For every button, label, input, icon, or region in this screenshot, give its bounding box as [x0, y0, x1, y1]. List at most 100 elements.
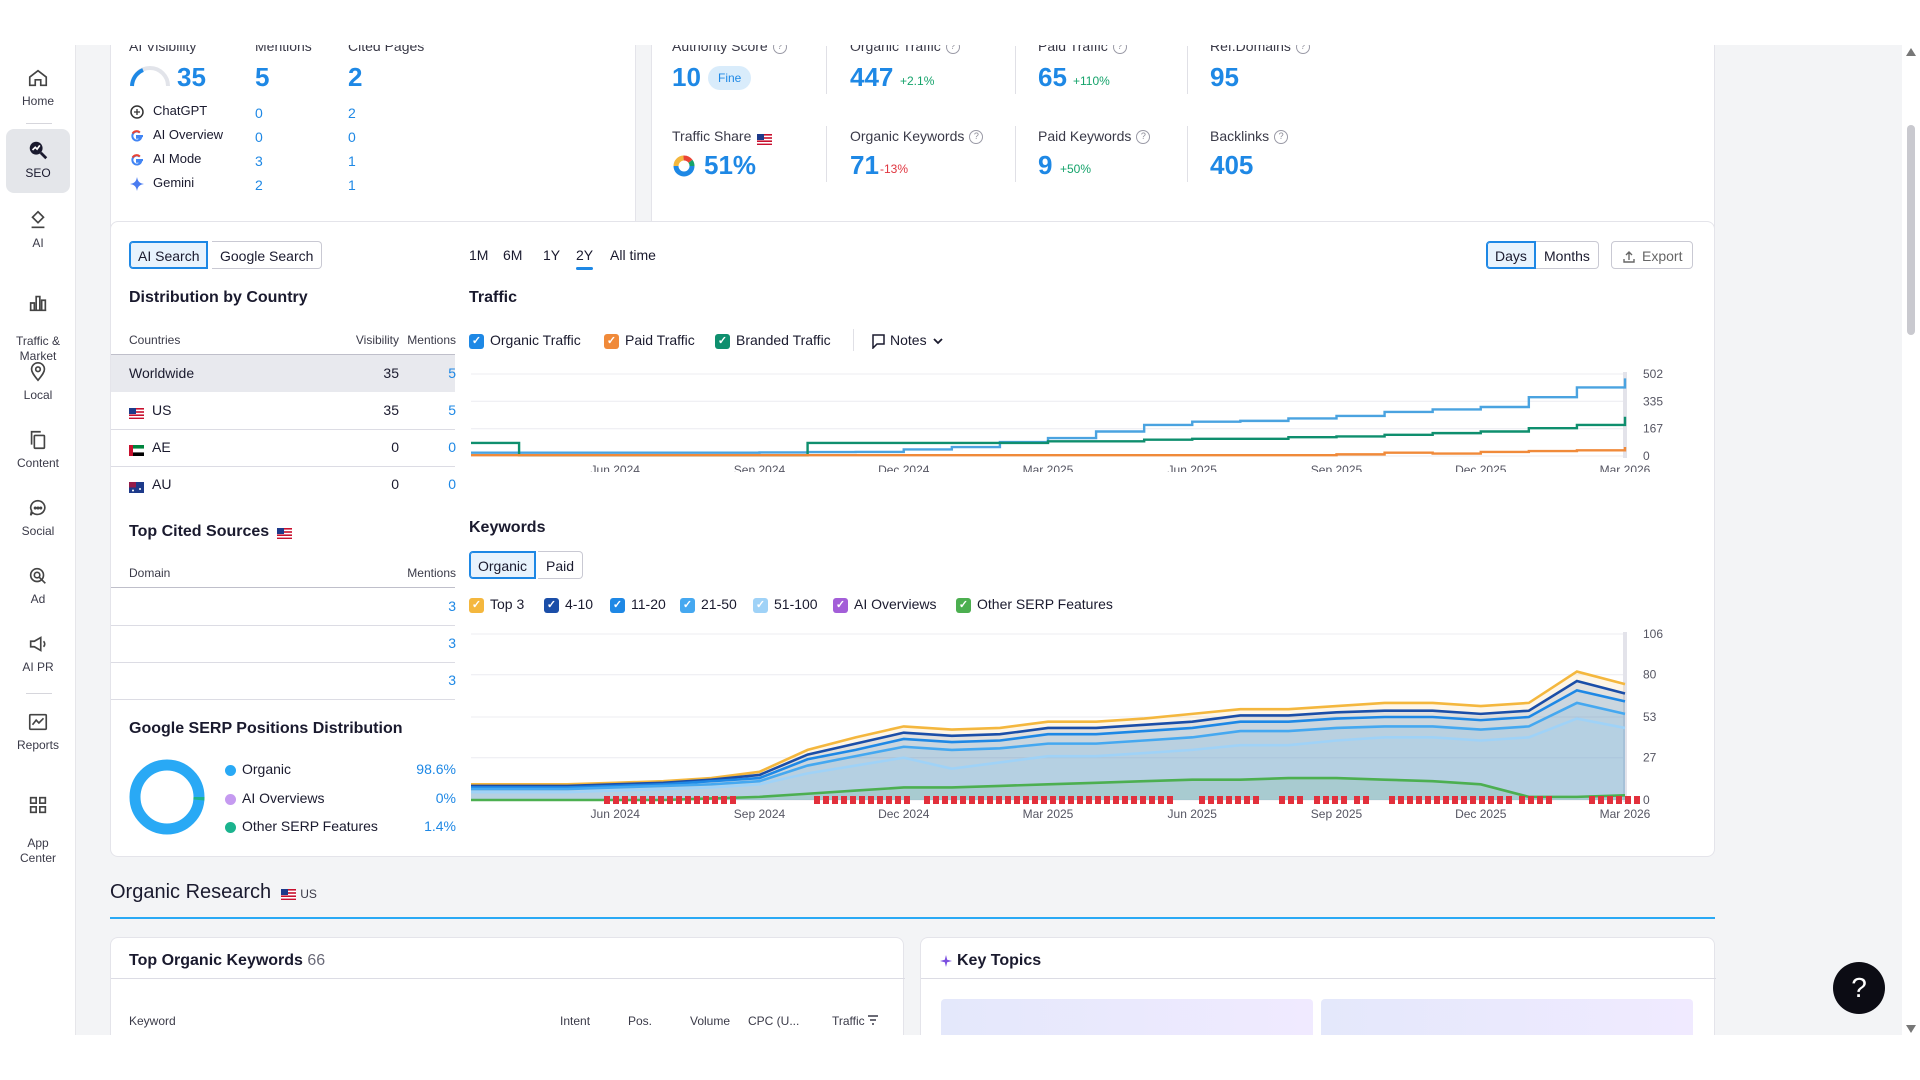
- legend-paid-traffic[interactable]: ✓ Paid Traffic: [604, 332, 695, 349]
- cited-source-mentions[interactable]: 3: [448, 635, 456, 651]
- checkbox-checked-icon: ✓: [753, 597, 768, 613]
- serp-feature-marker: [1068, 796, 1074, 804]
- legend-branded-traffic[interactable]: ✓ Branded Traffic: [715, 332, 831, 349]
- chatgpt-cited[interactable]: 2: [348, 105, 356, 121]
- ai-overview-cited[interactable]: 0: [348, 129, 356, 145]
- granularity-months[interactable]: Months: [1536, 241, 1599, 269]
- serp-feature-marker: [1104, 796, 1110, 804]
- legend-11-20[interactable]: ✓ 11-20: [610, 596, 666, 613]
- col-cpc[interactable]: CPC (U...: [748, 1014, 800, 1028]
- cited-source-mentions[interactable]: 3: [448, 598, 456, 614]
- col-intent[interactable]: Intent: [560, 1014, 591, 1028]
- topic-card-blurred[interactable]: [941, 999, 1313, 1035]
- legend-51-100[interactable]: ✓ 51-100: [753, 596, 818, 613]
- scroll-up-arrow-icon[interactable]: [1906, 48, 1916, 56]
- country-mentions[interactable]: 5: [448, 365, 456, 381]
- tab-ai-search[interactable]: AI Search: [129, 241, 209, 269]
- sidebar-item-ai-pr[interactable]: AI PR: [6, 627, 70, 683]
- serp-feature-marker: [631, 796, 637, 804]
- legend-4-10[interactable]: ✓ 4-10: [544, 596, 593, 613]
- tab-paid[interactable]: Paid: [538, 551, 584, 579]
- granularity-days[interactable]: Days: [1486, 241, 1536, 269]
- x-tick-label: Dec 2025: [1455, 807, 1507, 821]
- help-button[interactable]: ?: [1833, 962, 1885, 1014]
- google-icon: [131, 129, 143, 142]
- sidebar-item-traffic-market[interactable]: Traffic & Market: [6, 271, 70, 363]
- authority-score-badge: Fine: [708, 66, 752, 90]
- col-keyword[interactable]: Keyword: [129, 1014, 176, 1028]
- info-icon: ?: [945, 45, 960, 55]
- distribution-title: Distribution by Country: [129, 289, 308, 306]
- serp-feature-marker: [1461, 796, 1467, 804]
- paid-traffic-value[interactable]: 65: [1038, 62, 1067, 92]
- notes-dropdown[interactable]: Notes: [871, 332, 944, 350]
- table-row-worldwide[interactable]: [111, 355, 455, 392]
- authority-score-value[interactable]: 10: [672, 62, 701, 92]
- scroll-down-arrow-icon[interactable]: [1906, 1025, 1916, 1033]
- sidebar-item-seo[interactable]: SEO: [6, 129, 70, 193]
- sidebar-item-reports[interactable]: Reports: [6, 705, 70, 761]
- paid-keywords-value[interactable]: 9: [1038, 150, 1053, 180]
- gemini-cited[interactable]: 1: [348, 177, 356, 193]
- sidebar-item-ad[interactable]: Ad: [6, 559, 70, 615]
- chatgpt-mentions[interactable]: 0: [255, 105, 263, 121]
- sidebar-item-local[interactable]: Local: [6, 355, 70, 411]
- country-mentions[interactable]: 5: [448, 402, 456, 418]
- tab-google-search[interactable]: Google Search: [212, 241, 323, 269]
- col-volume[interactable]: Volume: [690, 1014, 731, 1028]
- organic-keywords-value[interactable]: 71: [850, 150, 879, 180]
- ref-domains-label: Ref.Domains?: [1210, 45, 1310, 55]
- serp-feature-marker: [1497, 796, 1503, 804]
- ref-domains-value[interactable]: 95: [1210, 62, 1239, 92]
- x-tick-label: Dec 2024: [878, 807, 930, 821]
- sidebar-item-app-center[interactable]: App Center: [6, 773, 70, 865]
- x-tick-label: Jun 2025: [1168, 807, 1218, 821]
- cited-source-mentions[interactable]: 3: [448, 672, 456, 688]
- serp-feature-marker: [850, 796, 856, 804]
- col-pos[interactable]: Pos.: [628, 1014, 653, 1028]
- export-button[interactable]: Export: [1611, 241, 1694, 269]
- col-traffic[interactable]: Traffic: [832, 1014, 879, 1028]
- page-scrollbar[interactable]: [1902, 45, 1920, 1035]
- authority-score-label: Authority Score?: [672, 45, 787, 55]
- serp-feature-marker: [604, 796, 610, 804]
- ai-mode-mentions[interactable]: 3: [255, 153, 263, 169]
- ai-mode-cited[interactable]: 1: [348, 153, 356, 169]
- legend-21-50[interactable]: ✓ 21-50: [680, 596, 737, 613]
- legend-top-3[interactable]: ✓ Top 3: [469, 596, 524, 613]
- divider: [1187, 126, 1188, 182]
- y-tick-label: 0: [1643, 793, 1650, 807]
- sidebar-item-content[interactable]: Content: [6, 423, 70, 479]
- organic-traffic-value[interactable]: 447: [850, 62, 894, 92]
- topic-card-blurred[interactable]: [1321, 999, 1693, 1035]
- backlinks-value[interactable]: 405: [1210, 150, 1254, 180]
- divider: [111, 429, 455, 430]
- legend-ai-overviews[interactable]: ✓ AI Overviews: [833, 596, 936, 613]
- legend-other-serp-features[interactable]: ✓ Other SERP Features: [956, 596, 1113, 613]
- ai-overview-mentions[interactable]: 0: [255, 129, 263, 145]
- col-countries: Countries: [129, 333, 181, 347]
- country-mentions[interactable]: 0: [448, 476, 456, 492]
- serp-feature-marker: [712, 796, 718, 804]
- timeframe-1y[interactable]: 1Y: [543, 247, 561, 263]
- checkbox-checked-icon: ✓: [469, 333, 484, 349]
- traffic-share-value[interactable]: 51%: [704, 150, 757, 180]
- legend-organic-traffic[interactable]: ✓ Organic Traffic: [469, 332, 581, 349]
- serp-feature-marker: [1528, 796, 1534, 804]
- table-row-ae[interactable]: AE: [129, 439, 171, 456]
- country-selector[interactable]: US: [281, 887, 317, 901]
- gemini-mentions[interactable]: 2: [255, 177, 263, 193]
- timeframe-6m[interactable]: 6M: [503, 247, 523, 263]
- sidebar-item-ai[interactable]: AI: [6, 203, 70, 259]
- timeframe-all-time[interactable]: All time: [610, 247, 656, 263]
- timeframe-2y[interactable]: 2Y: [576, 247, 594, 270]
- current-date-marker: [1623, 632, 1627, 802]
- scrollbar-thumb[interactable]: [1907, 125, 1915, 335]
- sidebar-item-home[interactable]: Home: [6, 61, 70, 117]
- timeframe-1m[interactable]: 1M: [469, 247, 489, 263]
- sidebar-item-social[interactable]: Social: [6, 491, 70, 547]
- table-row-au[interactable]: AU: [129, 476, 171, 493]
- table-row-us[interactable]: US: [129, 402, 171, 419]
- tab-organic[interactable]: Organic: [469, 551, 537, 579]
- country-mentions[interactable]: 0: [448, 439, 456, 455]
